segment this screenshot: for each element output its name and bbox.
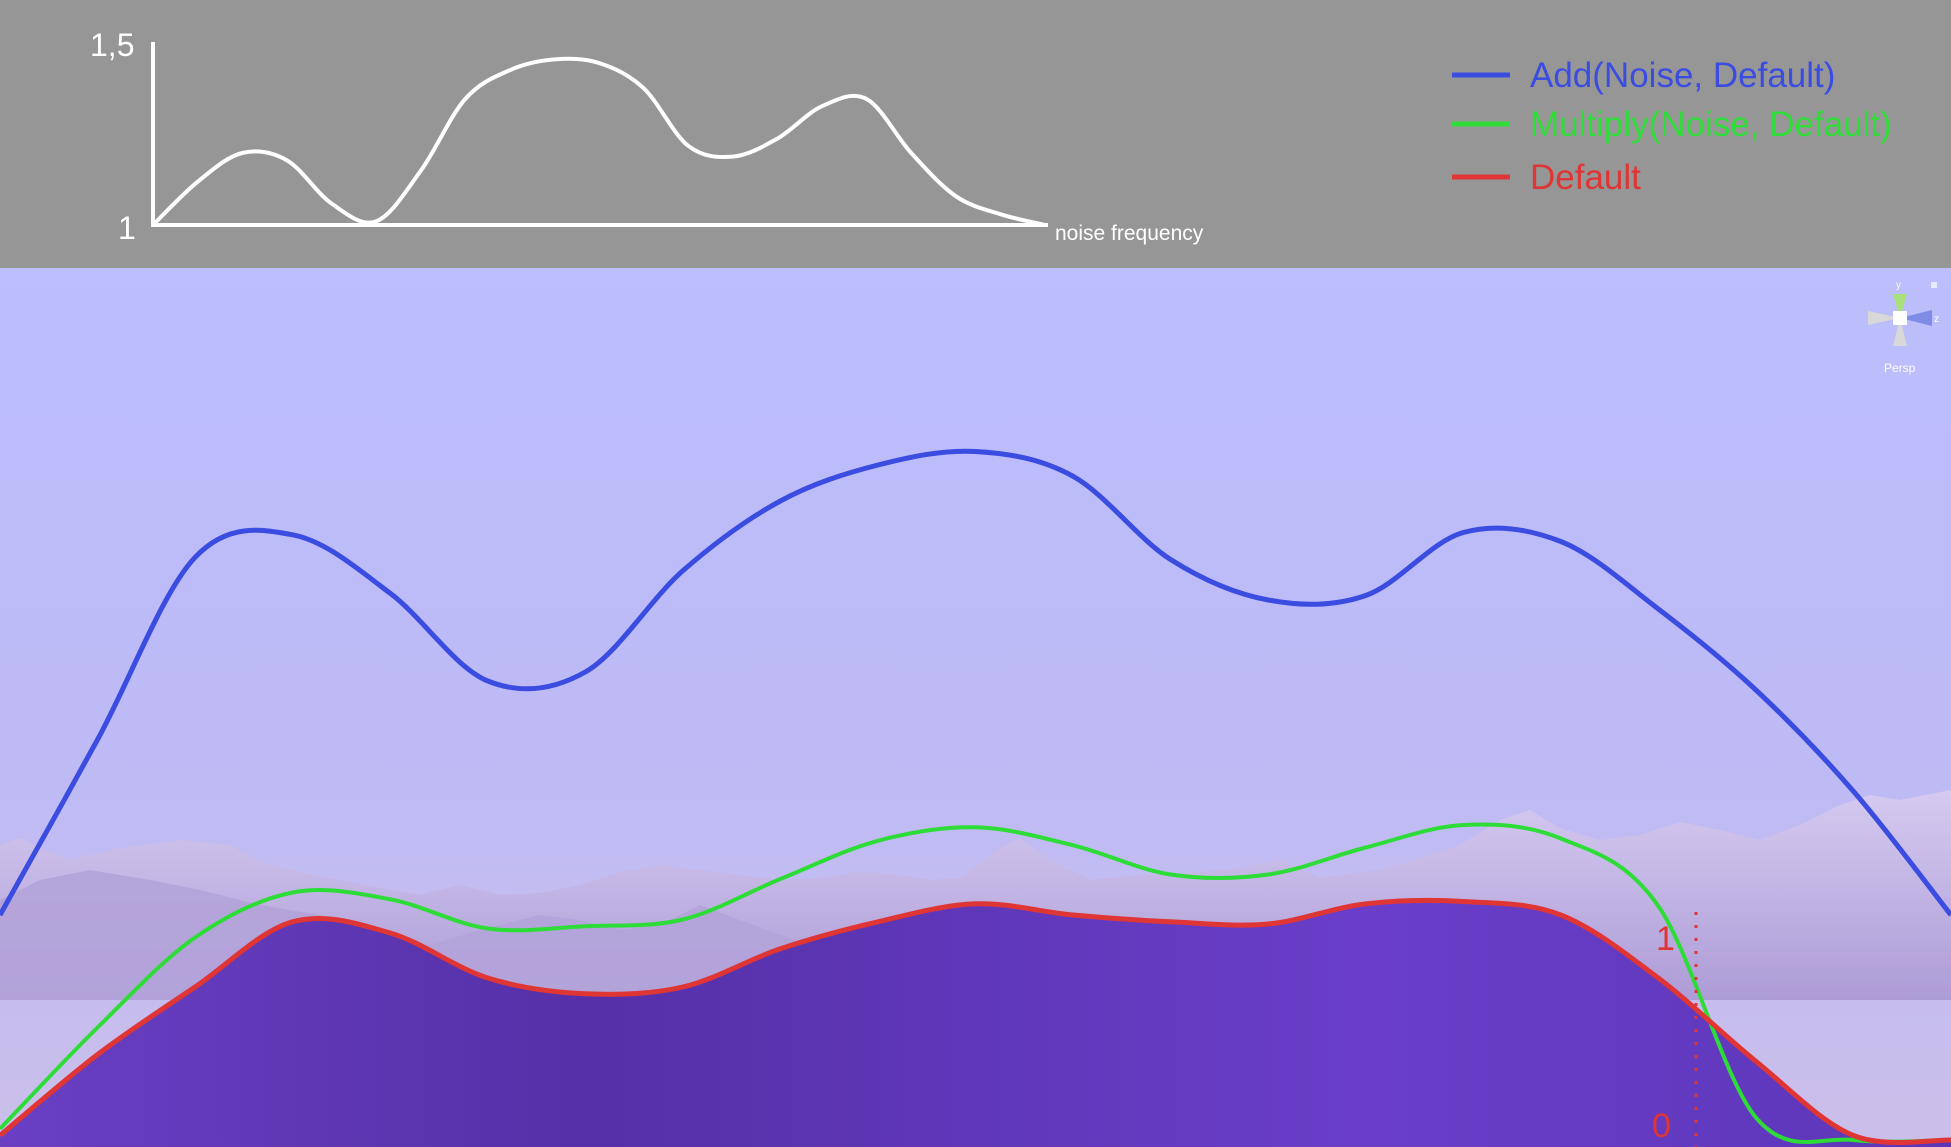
legend: Add(Noise, Default) Multiply(Noise, Defa… <box>1452 56 1892 197</box>
legend-item-add: Add(Noise, Default) <box>1452 56 1835 95</box>
legend-item-multiply: Multiply(Noise, Default) <box>1452 105 1892 144</box>
gizmo-center-cube-icon[interactable] <box>1893 311 1907 325</box>
noise-x-axis-label: noise frequency <box>1055 222 1204 245</box>
gizmo-x-axis-icon[interactable] <box>1868 311 1900 325</box>
terrain-surface <box>0 900 1951 1147</box>
legend-label-default: Default <box>1530 158 1641 197</box>
height-tick-zero: 0 <box>1652 1107 1671 1145</box>
legend-label-multiply: Multiply(Noise, Default) <box>1530 105 1892 144</box>
series-line-add <box>0 448 1951 917</box>
projection-mode-label[interactable]: Persp <box>1884 361 1916 375</box>
gizmo-lock-icon[interactable] <box>1931 282 1937 288</box>
gizmo-down-axis-icon[interactable] <box>1893 318 1907 346</box>
noise-graph: 1,5 1 noise frequency <box>90 27 1204 246</box>
gizmo-z-axis-icon[interactable] <box>1900 310 1932 326</box>
gizmo-z-label: z <box>1934 314 1939 325</box>
series-line-multiply <box>0 822 1951 1144</box>
noise-curve <box>151 56 1046 227</box>
noise-y-tick-max: 1,5 <box>90 27 134 63</box>
noise-y-tick-min: 1 <box>118 210 136 246</box>
series-line-default <box>0 897 1951 1146</box>
gizmo-y-axis-icon[interactable] <box>1893 294 1907 318</box>
gizmo-y-label: y <box>1896 280 1901 291</box>
terrain-height-plot: 1 0 <box>0 448 1951 1147</box>
height-tick-one: 1 <box>1656 920 1675 958</box>
orientation-gizmo[interactable]: y z Persp <box>1868 280 1939 375</box>
legend-item-default: Default <box>1452 158 1641 197</box>
legend-label-add: Add(Noise, Default) <box>1530 56 1835 95</box>
